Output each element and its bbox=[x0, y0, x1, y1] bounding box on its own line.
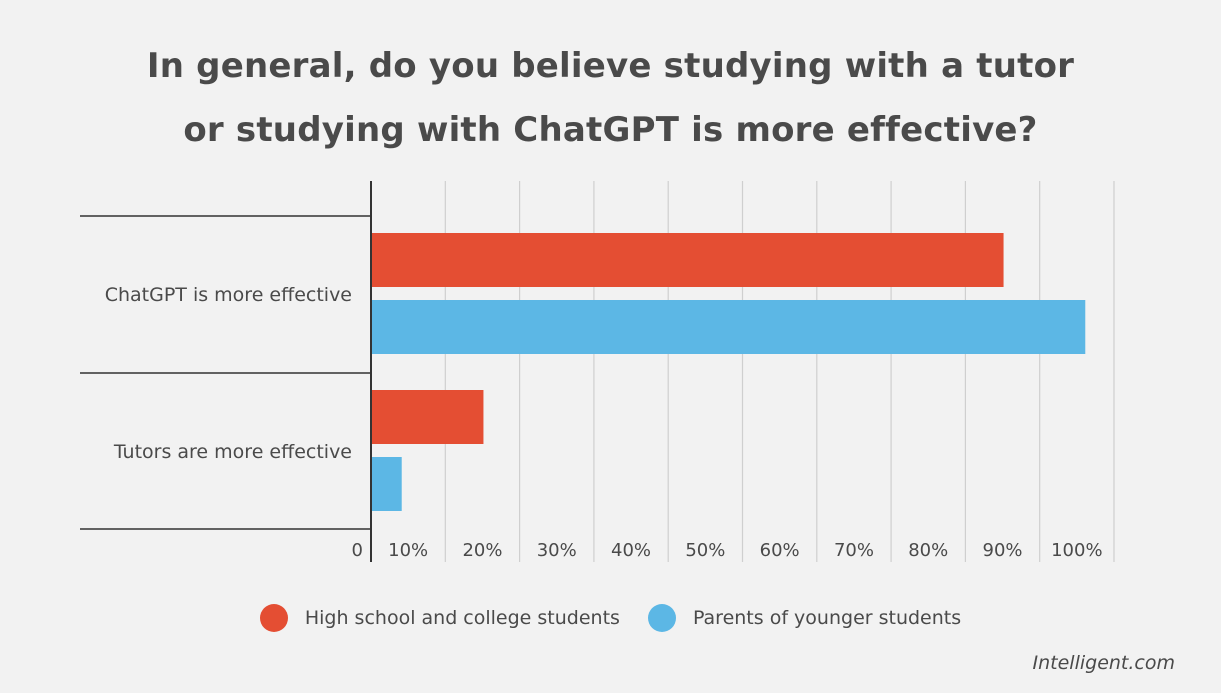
bar-parents-chatgpt bbox=[372, 300, 1086, 354]
x-tick-label: 30% bbox=[537, 540, 577, 561]
title-line-1: In general, do you believe studying with… bbox=[146, 46, 1075, 86]
x-tick-label: 0 bbox=[352, 540, 363, 561]
legend-swatch-students bbox=[259, 604, 288, 632]
legend-label-parents: Parents of younger students bbox=[692, 607, 962, 629]
legend-item-students: High school and college students bbox=[259, 604, 620, 632]
source-credit: Intelligent.com bbox=[1032, 652, 1175, 674]
legend-label-students: High school and college students bbox=[304, 607, 620, 629]
title-line-2: or studying with ChatGPT is more effecti… bbox=[183, 110, 1038, 150]
bar-students-chatgpt bbox=[372, 233, 1004, 287]
x-tick-label: 100% bbox=[1051, 540, 1102, 561]
x-tick-label: 10% bbox=[388, 540, 428, 561]
legend-swatch-parents bbox=[647, 604, 676, 632]
x-tick-label: 90% bbox=[983, 540, 1023, 561]
x-tick-label: 80% bbox=[908, 540, 948, 561]
x-tick-label: 70% bbox=[834, 540, 874, 561]
x-tick-label: 40% bbox=[611, 540, 651, 561]
bar-students-tutors bbox=[372, 390, 484, 444]
chart-title: In general, do you believe studying with… bbox=[0, 34, 1221, 162]
bar-parents-tutors bbox=[372, 457, 402, 511]
category-label: ChatGPT is more effective bbox=[105, 284, 352, 306]
x-tick-label: 20% bbox=[462, 540, 502, 561]
x-tick-label: 50% bbox=[685, 540, 725, 561]
legend: High school and college students Parents… bbox=[0, 604, 1221, 632]
x-tick-label: 60% bbox=[760, 540, 800, 561]
category-label: Tutors are more effective bbox=[113, 441, 352, 463]
legend-item-parents: Parents of younger students bbox=[647, 604, 962, 632]
